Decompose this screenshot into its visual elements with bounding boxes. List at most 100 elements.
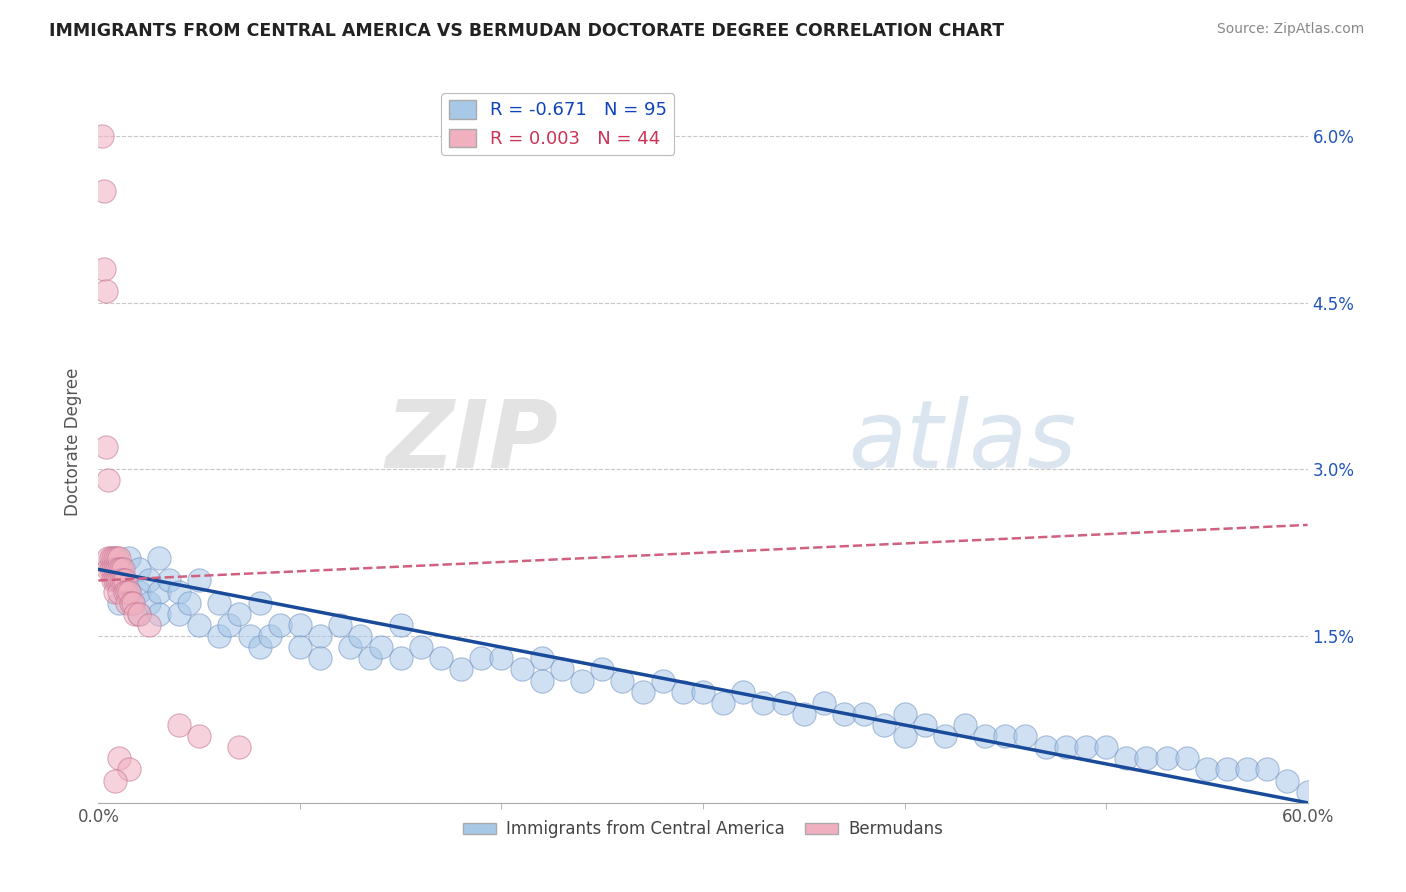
Point (772, 696, 794, 710)
Point (107, 596, 129, 610)
Point (115, 584, 138, 599)
Point (873, 718, 896, 732)
Point (228, 740, 250, 755)
Point (148, 551, 170, 566)
Point (309, 651, 332, 665)
Point (128, 562, 150, 576)
Point (934, 729, 956, 743)
Point (107, 574, 129, 588)
Point (530, 651, 553, 665)
Point (121, 596, 143, 610)
Point (1095, 740, 1118, 755)
Point (571, 673, 593, 688)
Point (97, 551, 120, 566)
Point (651, 673, 673, 688)
Point (167, 607, 190, 621)
Point (793, 706, 815, 721)
Point (188, 574, 211, 588)
Point (179, 596, 201, 610)
Point (1054, 740, 1077, 755)
Point (128, 607, 150, 621)
Point (288, 640, 311, 655)
Point (208, 596, 231, 610)
Point (1277, 773, 1299, 788)
Point (813, 696, 835, 710)
Point (953, 718, 976, 732)
Text: ZIP: ZIP (385, 395, 558, 488)
Point (893, 729, 915, 743)
Point (93, 185, 115, 199)
Point (491, 651, 513, 665)
Text: IMMIGRANTS FROM CENTRAL AMERICA VS BERMUDAN DOCTORATE DEGREE CORRELATION CHART: IMMIGRANTS FROM CENTRAL AMERICA VS BERMU… (49, 22, 1004, 40)
Point (128, 607, 150, 621)
Point (893, 706, 915, 721)
Point (711, 696, 734, 710)
Point (1236, 763, 1258, 777)
Point (409, 640, 432, 655)
Point (994, 729, 1017, 743)
Point (692, 684, 714, 698)
Point (1115, 751, 1137, 765)
Point (339, 640, 361, 655)
Point (1074, 740, 1097, 755)
Point (530, 673, 553, 688)
Point (103, 584, 125, 599)
Point (138, 574, 160, 588)
Point (228, 607, 250, 621)
Point (148, 584, 170, 599)
Point (103, 551, 125, 566)
Point (832, 706, 855, 721)
Point (853, 706, 876, 721)
Point (1014, 729, 1036, 743)
Point (138, 618, 160, 632)
Point (1035, 740, 1057, 755)
Point (96, 440, 118, 454)
Point (208, 629, 231, 643)
Point (914, 718, 936, 732)
Point (470, 651, 492, 665)
Point (218, 618, 240, 632)
Point (103, 562, 125, 576)
Point (1256, 763, 1278, 777)
Point (631, 684, 654, 698)
Point (96, 285, 118, 299)
Point (360, 651, 382, 665)
Point (124, 607, 146, 621)
Point (259, 629, 281, 643)
Point (100, 551, 122, 566)
Point (103, 773, 125, 788)
Point (93, 262, 115, 277)
Point (1296, 785, 1319, 799)
Point (249, 596, 271, 610)
Point (672, 684, 695, 698)
Point (450, 662, 472, 676)
Point (118, 584, 141, 599)
Text: atlas: atlas (848, 396, 1077, 487)
Point (107, 751, 129, 765)
Point (167, 584, 190, 599)
Point (239, 629, 262, 643)
Point (1135, 751, 1157, 765)
Point (157, 574, 180, 588)
Point (107, 562, 129, 576)
Point (120, 596, 142, 610)
Point (100, 562, 122, 576)
Point (430, 651, 453, 665)
Point (1216, 763, 1239, 777)
Point (733, 684, 755, 698)
Point (107, 574, 129, 588)
Point (612, 673, 634, 688)
Point (114, 574, 136, 588)
Point (101, 574, 124, 588)
Point (389, 618, 412, 632)
Point (118, 584, 141, 599)
Point (138, 596, 160, 610)
Legend: Immigrants from Central America, Bermudans: Immigrants from Central America, Bermuda… (456, 814, 950, 845)
Point (249, 640, 271, 655)
Point (111, 574, 134, 588)
Point (114, 584, 136, 599)
Point (389, 651, 412, 665)
Point (105, 574, 128, 588)
Point (110, 562, 132, 576)
Point (510, 662, 533, 676)
